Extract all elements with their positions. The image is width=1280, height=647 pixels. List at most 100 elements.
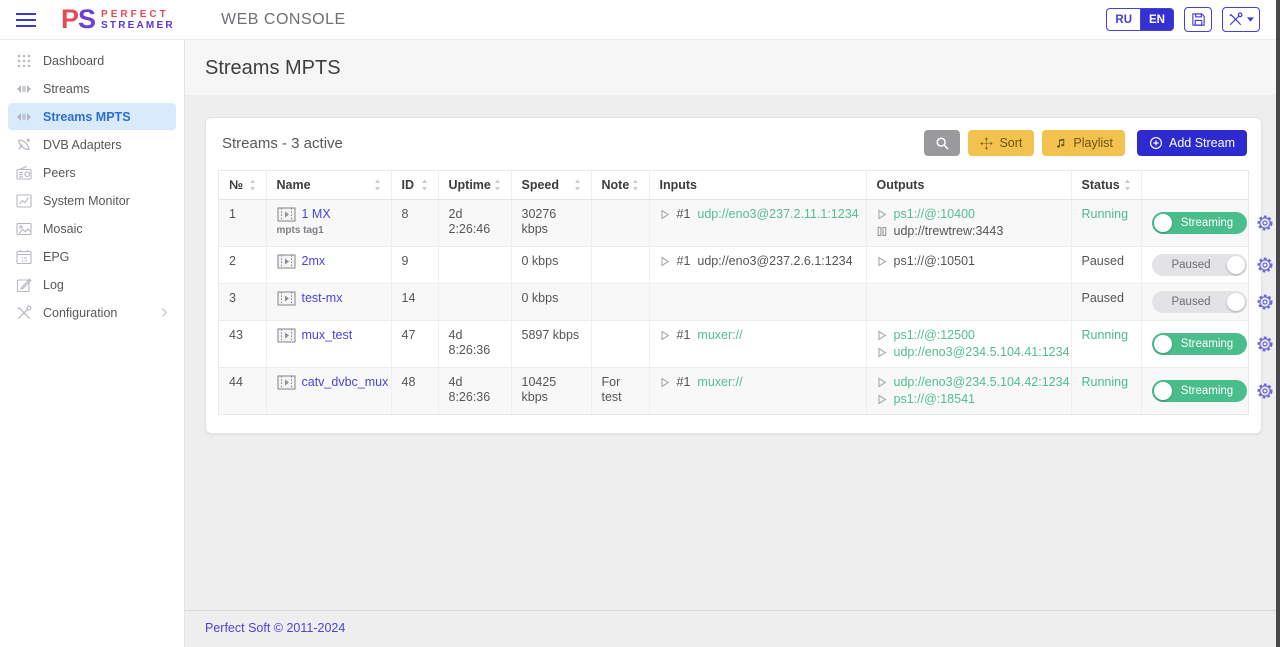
column-header-speed[interactable]: Speed (511, 171, 591, 200)
stream-name-link[interactable]: test-mx (302, 291, 343, 306)
scrollbar[interactable] (1276, 0, 1280, 647)
search-icon (935, 136, 950, 151)
inputs-cell: #1udp://eno3@237.2.11.1:1234 (649, 200, 866, 247)
column-header-[interactable]: № (219, 171, 266, 200)
column-header-name[interactable]: Name (266, 171, 391, 200)
gear-icon[interactable] (1256, 382, 1274, 400)
playlist-button[interactable]: Playlist (1042, 130, 1125, 156)
table-row: 22mx90 kbps#1udp://eno3@237.2.6.1:1234ps… (219, 247, 1248, 284)
stream-id: 8 (391, 200, 438, 247)
stream-id: 48 (391, 368, 438, 415)
search-button[interactable] (924, 130, 960, 156)
stream-note (591, 247, 649, 284)
controls-cell: Streaming (1141, 368, 1248, 415)
stream-name-cell: 1 MXmpts tag1 (266, 200, 391, 247)
streams-panel: Streams - 3 active Sort (205, 117, 1262, 434)
io-url: ps1://@:10400 (894, 207, 976, 222)
status-text: Running (1071, 368, 1141, 415)
lang-ru-button[interactable]: RU (1106, 8, 1140, 31)
stream-tag: mpts tag1 (277, 223, 381, 238)
column-header-note[interactable]: Note (591, 171, 649, 200)
sidebar-item-log[interactable]: Log (8, 271, 176, 298)
sidebar-item-label: Streams (43, 82, 90, 96)
column-header-label: Status (1082, 178, 1120, 192)
toggle-label: Streaming (1181, 338, 1233, 350)
tools-dropdown-button[interactable] (1222, 7, 1260, 32)
io-index: #1 (677, 254, 691, 269)
add-stream-button[interactable]: Add Stream (1137, 130, 1247, 156)
logo-line1: PERFECT (101, 9, 175, 20)
io-url: ps1://@:12500 (894, 328, 976, 343)
toggle-knob (1154, 214, 1172, 232)
io-line: udp://eno3@234.5.104.41:1234 (877, 345, 1061, 360)
page-title-band: Streams MPTS (185, 40, 1280, 95)
streams-table: №NameIDUptimeSpeedNoteInputsOutputsStatu… (218, 170, 1249, 415)
gear-icon[interactable] (1256, 293, 1274, 311)
image-icon (16, 221, 32, 237)
stream-number: 44 (219, 368, 266, 415)
sidebar-item-peers[interactable]: Peers (8, 159, 176, 186)
io-line: ps1://@:10501 (877, 254, 1061, 269)
io-url: udp://eno3@234.5.104.42:1234 (894, 375, 1070, 390)
column-header-label: № (229, 178, 243, 192)
sidebar-item-streams[interactable]: Streams (8, 75, 176, 102)
inputs-cell (649, 284, 866, 321)
sort-updown-icon (574, 179, 581, 191)
inputs-cell: #1muxer:// (649, 368, 866, 415)
sidebar-item-dashboard[interactable]: Dashboard (8, 47, 176, 74)
stream-toggle[interactable]: Paused (1152, 291, 1247, 313)
sidebar-item-dvb-adapters[interactable]: DVB Adapters (8, 131, 176, 158)
sidebar-item-mosaic[interactable]: Mosaic (8, 215, 176, 242)
status-text: Running (1071, 200, 1141, 247)
save-button[interactable] (1184, 7, 1212, 32)
sidebar-item-system-monitor[interactable]: System Monitor (8, 187, 176, 214)
film-icon (277, 291, 296, 306)
inputs-cell: #1udp://eno3@237.2.6.1:1234 (649, 247, 866, 284)
top-bar: PS PERFECT STREAMER WEB CONSOLE RU EN (0, 0, 1280, 40)
stream-toggle[interactable]: Streaming (1152, 333, 1247, 355)
toggle-knob (1154, 382, 1172, 400)
column-header-uptime[interactable]: Uptime (438, 171, 511, 200)
io-url: muxer:// (697, 375, 742, 390)
stream-name-link[interactable]: 1 MX (302, 207, 331, 222)
io-line: #1muxer:// (660, 328, 856, 343)
io-url: udp://eno3@237.2.11.1:1234 (697, 207, 858, 222)
outputs-cell: ps1://@:10501 (866, 247, 1071, 284)
gear-icon[interactable] (1256, 256, 1274, 274)
stream-note: For test (591, 368, 649, 415)
sidebar-item-epg[interactable]: 15EPG (8, 243, 176, 270)
stream-toggle[interactable]: Paused (1152, 254, 1247, 276)
stream-speed: 10425 kbps (511, 368, 591, 415)
column-header-label: Name (277, 178, 311, 192)
outputs-cell (866, 284, 1071, 321)
sidebar-item-label: Log (43, 278, 64, 292)
sidebar-item-label: Peers (43, 166, 76, 180)
column-header-id[interactable]: ID (391, 171, 438, 200)
io-url: muxer:// (697, 328, 742, 343)
hamburger-menu-icon[interactable] (15, 11, 39, 29)
sidebar-item-configuration[interactable]: Configuration (8, 299, 176, 326)
stream-speed: 5897 kbps (511, 321, 591, 368)
play-icon (660, 256, 670, 267)
stream-note (591, 200, 649, 247)
gear-icon[interactable] (1256, 335, 1274, 353)
column-header-status[interactable]: Status (1071, 171, 1141, 200)
stream-speed: 30276 kbps (511, 200, 591, 247)
lang-en-button[interactable]: EN (1140, 8, 1174, 31)
gear-icon[interactable] (1256, 214, 1274, 232)
stream-toggle[interactable]: Streaming (1152, 212, 1247, 234)
tools-icon (1228, 12, 1243, 27)
sort-button[interactable]: Sort (968, 130, 1034, 156)
controls-cell: Paused (1141, 284, 1248, 321)
sort-updown-icon (1124, 179, 1131, 191)
controls-cell: Streaming (1141, 200, 1248, 247)
console-title: WEB CONSOLE (221, 11, 346, 29)
stream-toggle[interactable]: Streaming (1152, 380, 1247, 402)
stream-name-link[interactable]: 2mx (302, 254, 326, 269)
play-icon (877, 209, 887, 220)
music-note-icon (1054, 137, 1067, 150)
stream-name-link[interactable]: mux_test (302, 328, 353, 343)
stream-name-link[interactable]: catv_dvbc_mux (302, 375, 389, 390)
table-row: 43mux_test474d 8:26:365897 kbps#1muxer:/… (219, 321, 1248, 368)
sidebar-item-streams-mpts[interactable]: Streams MPTS (8, 103, 176, 130)
